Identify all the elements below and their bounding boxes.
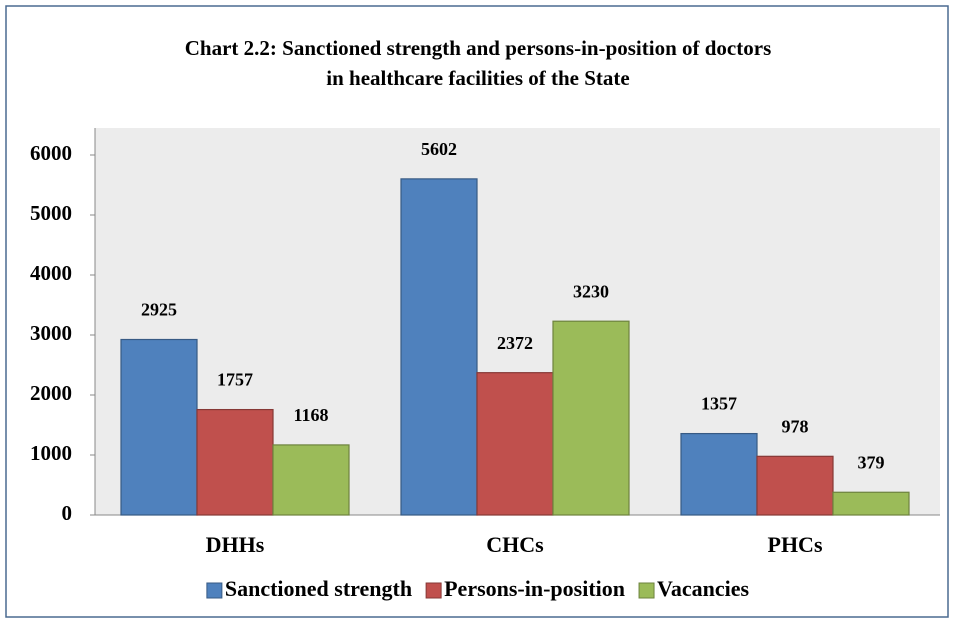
bar bbox=[476, 372, 554, 516]
data-label: 379 bbox=[858, 452, 885, 472]
chart-title: Chart 2.2: Sanctioned strength and perso… bbox=[185, 36, 772, 60]
bar bbox=[552, 320, 630, 516]
x-tick-label: CHCs bbox=[486, 532, 544, 557]
y-tick-label: 0 bbox=[62, 501, 73, 525]
data-label: 978 bbox=[782, 416, 809, 436]
y-tick-label: 1000 bbox=[30, 441, 72, 465]
bar bbox=[756, 455, 834, 516]
legend-label: Sanctioned strength bbox=[225, 576, 412, 601]
bar bbox=[680, 432, 758, 516]
data-label: 2372 bbox=[497, 333, 533, 353]
chart-title: in healthcare facilities of the State bbox=[326, 66, 629, 90]
y-tick-label: 5000 bbox=[30, 201, 72, 225]
bar bbox=[272, 444, 350, 516]
x-tick-label: PHCs bbox=[768, 532, 823, 557]
y-tick-label: 6000 bbox=[30, 141, 72, 165]
data-label: 5602 bbox=[421, 139, 457, 159]
bar bbox=[832, 491, 910, 516]
bar bbox=[120, 338, 198, 516]
y-tick-label: 2000 bbox=[30, 381, 72, 405]
y-tick-label: 4000 bbox=[30, 261, 72, 285]
legend-swatch bbox=[425, 582, 442, 599]
legend-swatch bbox=[638, 582, 655, 599]
legend-label: Vacancies bbox=[657, 576, 750, 601]
y-tick-label: 3000 bbox=[30, 321, 72, 345]
data-label: 1168 bbox=[293, 405, 328, 425]
legend-label: Persons-in-position bbox=[444, 576, 625, 601]
data-label: 3230 bbox=[573, 281, 609, 301]
bar bbox=[400, 178, 478, 516]
bar bbox=[196, 408, 274, 516]
legend-swatch bbox=[206, 582, 223, 599]
data-label: 1357 bbox=[701, 394, 737, 414]
data-label: 2925 bbox=[141, 300, 177, 320]
data-label: 1757 bbox=[217, 370, 253, 390]
x-tick-label: DHHs bbox=[206, 532, 265, 557]
